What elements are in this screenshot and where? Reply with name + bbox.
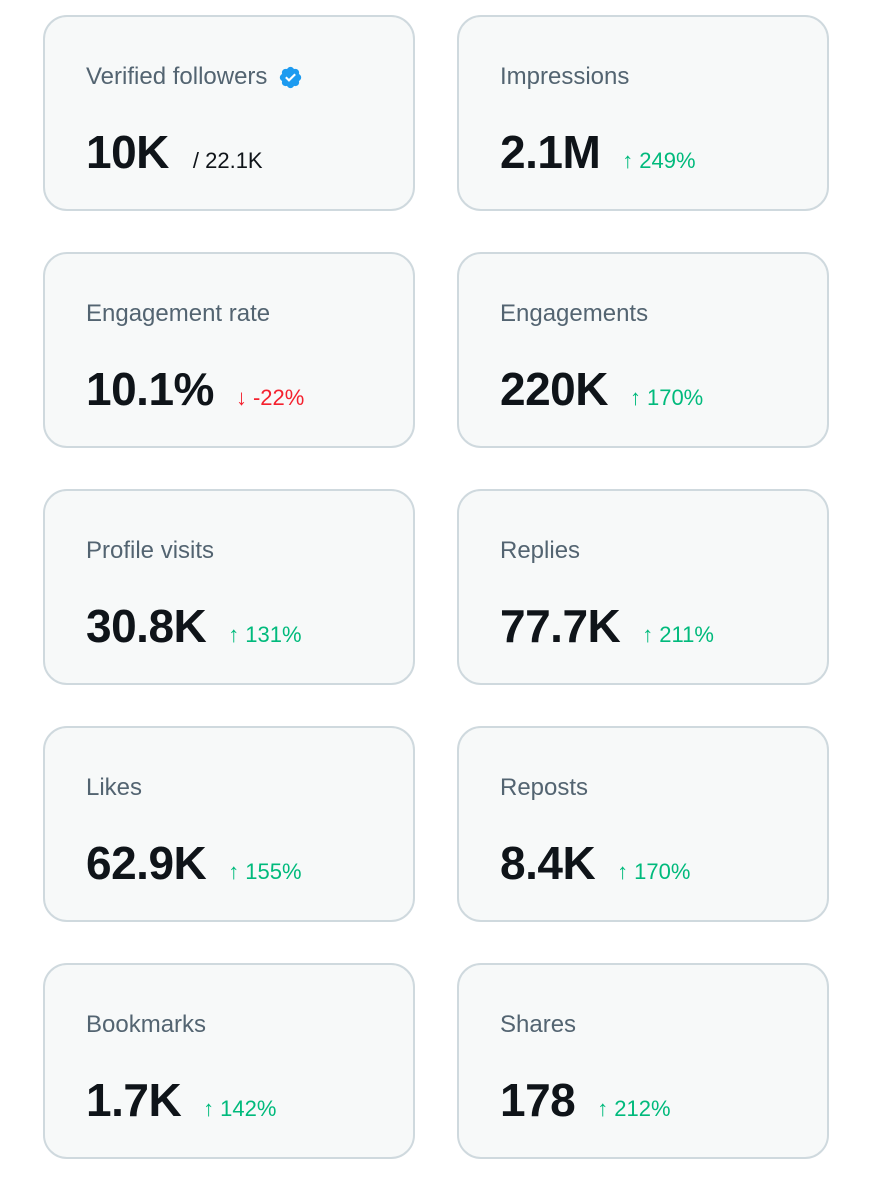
metric-value: 178	[500, 1074, 576, 1126]
metric-value-row: 1.7K ↑ 142%	[86, 1073, 276, 1127]
metric-card-shares[interactable]: Shares 178 ↑ 212%	[457, 963, 829, 1159]
metric-change: ↑ 170%	[630, 385, 703, 411]
metric-label-text: Verified followers	[86, 63, 268, 90]
metric-card-verified-followers[interactable]: Verified followers 10K / 22.1K	[43, 15, 415, 211]
metric-card-bookmarks[interactable]: Bookmarks 1.7K ↑ 142%	[43, 963, 415, 1159]
metric-change: ↓ -22%	[236, 385, 304, 411]
arrow-up-icon: ↑	[228, 859, 240, 884]
metric-change-text: 170%	[646, 385, 704, 410]
metric-label: Engagement rate	[86, 300, 271, 327]
metric-change-text: 131%	[245, 622, 302, 647]
arrow-up-icon: ↑	[629, 385, 641, 410]
metric-value-row: 10K / 22.1K	[86, 125, 263, 179]
arrow-up-icon: ↑	[622, 148, 634, 173]
metric-value-row: 30.8K ↑ 131%	[86, 599, 302, 653]
metric-change-text: 142%	[220, 1096, 277, 1121]
metric-label: Bookmarks	[86, 1011, 207, 1038]
metric-card-engagement-rate[interactable]: Engagement rate 10.1% ↓ -22%	[43, 252, 415, 448]
arrow-up-icon: ↑	[228, 622, 240, 647]
metric-value: 62.9K	[86, 837, 207, 889]
arrow-up-icon: ↑	[597, 1096, 609, 1121]
metric-value-row: 220K ↑ 170%	[500, 362, 703, 416]
metric-card-impressions[interactable]: Impressions 2.1M ↑ 249%	[457, 15, 829, 211]
metric-label: Likes	[86, 774, 143, 801]
metric-change: ↑ 249%	[622, 148, 695, 174]
metric-value: 10.1%	[86, 363, 214, 415]
metric-value-row: 10.1% ↓ -22%	[86, 362, 304, 416]
metric-card-replies[interactable]: Replies 77.7K ↑ 211%	[457, 489, 829, 685]
metric-value-row: 62.9K ↑ 155%	[86, 836, 302, 890]
metric-change: ↑ 131%	[228, 622, 301, 648]
metric-card-profile-visits[interactable]: Profile visits 30.8K ↑ 131%	[43, 489, 415, 685]
metric-change: ↑ 155%	[228, 859, 301, 885]
metric-card-likes[interactable]: Likes 62.9K ↑ 155%	[43, 726, 415, 922]
metric-value: 30.8K	[86, 600, 207, 652]
metric-total: / 22.1K	[192, 148, 263, 173]
metric-value: 220K	[500, 363, 608, 415]
metric-change: ↑ 211%	[642, 622, 714, 648]
arrow-up-icon: ↑	[642, 622, 654, 647]
metric-change-text: -22%	[252, 385, 305, 410]
metric-card-reposts[interactable]: Reposts 8.4K ↑ 170%	[457, 726, 829, 922]
metric-change-text: 211%	[659, 622, 714, 647]
metric-label: Impressions	[500, 63, 630, 90]
metric-change-text: 155%	[245, 859, 302, 884]
metric-change: ↑ 212%	[597, 1096, 670, 1122]
metrics-grid: Verified followers 10K / 22.1K Impressio…	[43, 15, 829, 1159]
metric-value: 77.7K	[500, 600, 621, 652]
metric-value-row: 2.1M ↑ 249%	[500, 125, 696, 179]
arrow-up-icon: ↑	[203, 1096, 215, 1121]
metric-value-row: 77.7K ↑ 211%	[500, 599, 714, 653]
metric-change-text: 212%	[614, 1096, 671, 1121]
metric-label: Shares	[500, 1011, 577, 1038]
metric-value: 8.4K	[500, 837, 596, 889]
metric-label: Verified followers	[86, 63, 303, 91]
metric-label: Profile visits	[86, 537, 215, 564]
metric-label: Engagements	[500, 300, 649, 327]
arrow-up-icon: ↑	[617, 859, 629, 884]
metric-label: Replies	[500, 537, 581, 564]
metric-value: 10K	[86, 126, 169, 178]
metric-card-engagements[interactable]: Engagements 220K ↑ 170%	[457, 252, 829, 448]
metric-value-row: 178 ↑ 212%	[500, 1073, 671, 1127]
verified-badge-icon	[280, 66, 302, 88]
metric-change-text: 249%	[639, 148, 696, 173]
metric-value: 1.7K	[86, 1074, 182, 1126]
metric-change-text: 170%	[634, 859, 691, 884]
metric-change: ↑ 142%	[203, 1096, 276, 1122]
arrow-down-icon: ↓	[235, 385, 247, 410]
metric-value: 2.1M	[500, 126, 601, 178]
metric-label: Reposts	[500, 774, 589, 801]
metric-change: ↑ 170%	[617, 859, 690, 885]
metric-value-row: 8.4K ↑ 170%	[500, 836, 690, 890]
